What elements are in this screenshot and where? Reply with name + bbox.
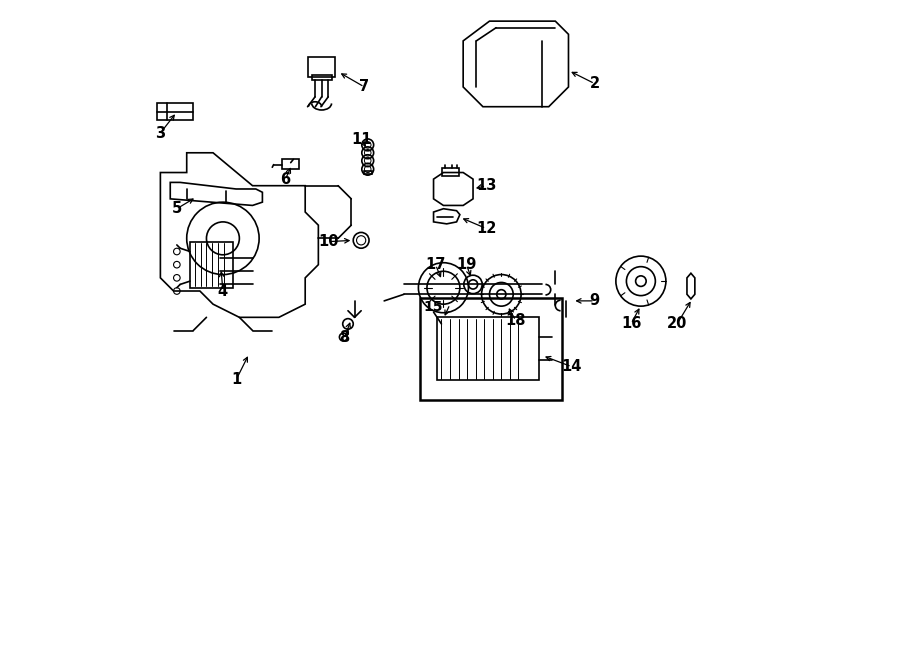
- Text: 7: 7: [359, 79, 370, 95]
- Text: 19: 19: [456, 257, 477, 272]
- Bar: [158, 103, 194, 120]
- Bar: [309, 58, 335, 77]
- Text: 3: 3: [156, 126, 166, 141]
- Text: 12: 12: [476, 221, 497, 236]
- Text: 15: 15: [424, 301, 444, 315]
- Bar: [311, 75, 331, 81]
- Text: 6: 6: [281, 172, 291, 186]
- Bar: [442, 168, 459, 176]
- Text: 14: 14: [562, 359, 582, 374]
- Text: 1: 1: [231, 372, 241, 387]
- Text: 11: 11: [351, 132, 372, 147]
- Bar: [364, 171, 372, 174]
- Text: 5: 5: [172, 201, 182, 216]
- Text: 2: 2: [590, 76, 600, 91]
- Text: 13: 13: [476, 178, 497, 193]
- Bar: [190, 242, 233, 288]
- Bar: [283, 159, 299, 169]
- Text: 10: 10: [318, 234, 338, 249]
- Bar: [436, 317, 539, 380]
- Text: 18: 18: [506, 313, 526, 328]
- Text: 16: 16: [621, 317, 641, 331]
- Text: 17: 17: [426, 257, 446, 272]
- Bar: [420, 297, 562, 400]
- Text: 9: 9: [590, 293, 600, 309]
- Text: 20: 20: [667, 317, 688, 331]
- Text: 8: 8: [339, 330, 350, 344]
- Text: 4: 4: [218, 284, 228, 299]
